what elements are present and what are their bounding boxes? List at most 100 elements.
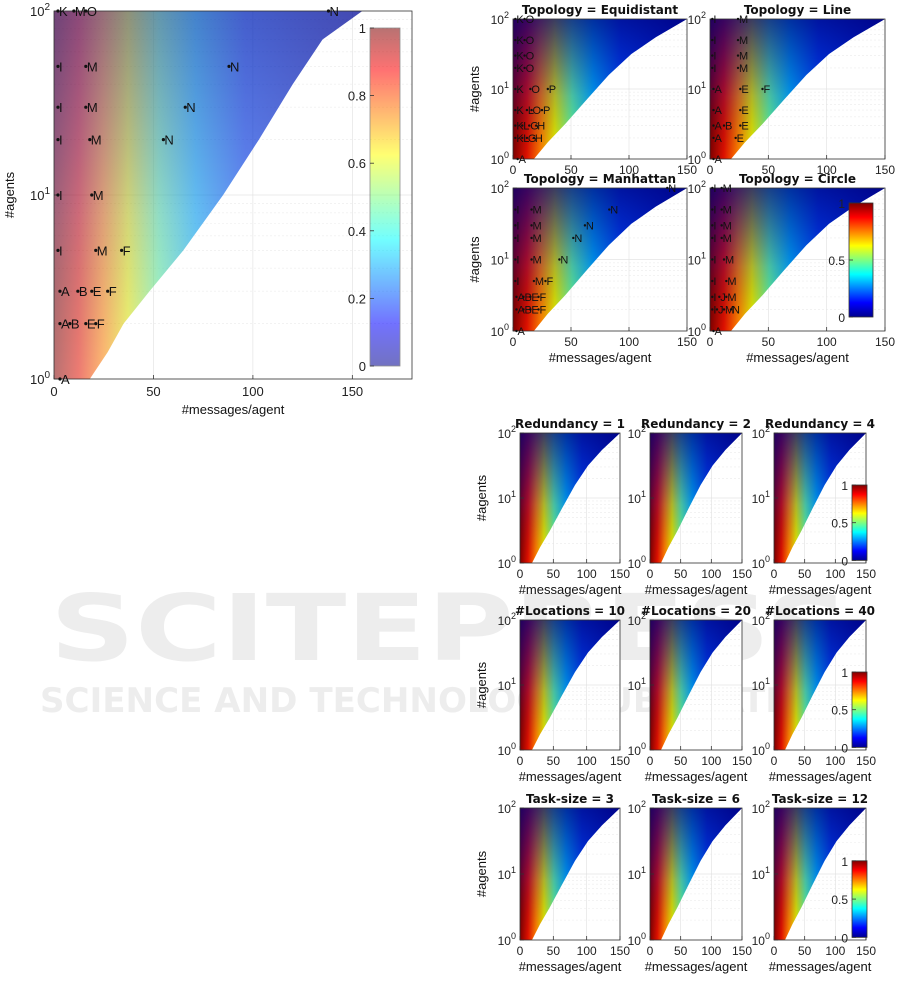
x-tick-label: 150 xyxy=(732,944,752,958)
point-label: I xyxy=(713,220,716,232)
point-label: I xyxy=(59,243,63,258)
point-label: I xyxy=(59,59,63,74)
x-tick-label: 50 xyxy=(547,567,561,581)
colorbar-tick-label: 0 xyxy=(841,931,848,945)
x-tick-label: 0 xyxy=(517,567,524,581)
data-point xyxy=(72,9,76,13)
point-label: I xyxy=(713,233,716,245)
point-label: N xyxy=(610,205,618,217)
colorbar: 00.51 xyxy=(828,197,874,325)
x-tick-label: 100 xyxy=(577,944,597,958)
data-point xyxy=(84,105,88,109)
colorbar-tick-label: 0 xyxy=(841,741,848,755)
x-tick-label: 100 xyxy=(619,335,639,349)
point-label: M xyxy=(739,14,748,26)
y-tick-label: 102 xyxy=(491,10,509,27)
data-point xyxy=(56,105,60,109)
x-tick-label: 50 xyxy=(146,384,160,399)
x-tick-label: 50 xyxy=(564,335,578,349)
x-tick-label: 100 xyxy=(825,567,845,581)
chart-panel: 0 50 100 150 100 101 102 Topology = Manhattan #m… xyxy=(467,172,697,365)
point-label: K xyxy=(516,35,524,47)
y-tick-label: 102 xyxy=(491,179,509,196)
point-label: E xyxy=(87,317,96,332)
point-label: A xyxy=(61,317,70,332)
data-point xyxy=(736,17,740,21)
data-point xyxy=(326,9,331,13)
point-label: M xyxy=(727,276,736,288)
data-point xyxy=(711,224,714,227)
y-tick-label: 100 xyxy=(752,931,770,948)
chart-title: Redundancy = 2 xyxy=(641,417,751,431)
point-label: A xyxy=(715,84,723,96)
marker-labels: K M O NI M NI M NI M NI MI M FA B E FA B E FA xyxy=(56,4,339,387)
y-tick-label: 101 xyxy=(498,865,516,882)
point-label: N xyxy=(164,133,173,148)
data-point xyxy=(514,66,517,70)
x-tick-label: 150 xyxy=(610,567,630,581)
data-point xyxy=(525,108,529,112)
point-label: F xyxy=(540,304,547,316)
data-point xyxy=(84,322,88,326)
x-tick-label: 100 xyxy=(701,567,721,581)
data-point xyxy=(715,308,719,311)
point-label: K xyxy=(516,105,524,117)
point-label: M xyxy=(533,255,542,267)
colorbar-tick-label: 1 xyxy=(841,479,848,493)
x-tick-label: 0 xyxy=(50,384,57,399)
data-point xyxy=(736,54,740,57)
point-label: I xyxy=(59,188,63,203)
data-point xyxy=(529,87,532,91)
data-point xyxy=(514,279,517,283)
data-point xyxy=(722,258,726,261)
data-point xyxy=(530,258,533,261)
point-label: A xyxy=(715,326,723,338)
point-label: A xyxy=(715,133,723,145)
data-point xyxy=(736,38,740,42)
data-point xyxy=(537,308,540,311)
x-tick-label: 0 xyxy=(510,335,517,349)
y-tick-label: 101 xyxy=(491,80,509,97)
point-label: E xyxy=(741,121,748,133)
data-point xyxy=(56,138,60,142)
point-label: M xyxy=(739,51,748,63)
point-label: I xyxy=(516,205,519,217)
heat-shading xyxy=(54,11,363,379)
y-tick-label: 100 xyxy=(688,322,706,339)
data-point xyxy=(530,108,533,112)
data-point xyxy=(56,9,60,13)
x-axis-label: #messages/agent xyxy=(645,582,748,597)
data-point xyxy=(58,289,62,293)
point-label: N xyxy=(329,4,338,19)
point-label: H xyxy=(535,133,543,145)
point-label: M xyxy=(725,304,734,316)
x-tick-label: 50 xyxy=(547,754,561,768)
y-axis-label: #agents xyxy=(467,65,482,112)
y-tick-label: 101 xyxy=(752,865,770,882)
x-axis-label: #messages/agent xyxy=(182,402,285,417)
data-point xyxy=(711,236,714,240)
x-tick-label: 150 xyxy=(341,384,363,399)
heat-shading xyxy=(710,188,885,331)
data-point xyxy=(718,295,721,299)
data-point xyxy=(106,289,110,293)
chart-panel: 0 50 100 150 100 101 102#Locations = 40 #messag… xyxy=(752,604,877,784)
marker-labels: KOKOKOKOKOPKLOPKLGHKLGHA xyxy=(514,14,556,166)
x-axis-label: #messages/agent xyxy=(746,350,849,365)
colorbar-tick-label: 0.6 xyxy=(348,156,366,171)
marker-labels: I MI MI MI MI MI MI J MI J MNA xyxy=(711,183,740,338)
point-label: F xyxy=(540,292,547,304)
point-label: O xyxy=(526,14,535,26)
chart-title: #Locations = 20 xyxy=(641,604,751,618)
x-tick-label: 150 xyxy=(856,944,876,958)
data-point xyxy=(94,248,98,252)
colorbar: 00.51 xyxy=(831,479,868,568)
data-point xyxy=(522,308,525,311)
data-point xyxy=(514,17,517,21)
y-tick-label: 102 xyxy=(752,611,770,628)
chart-panel: 0 50 100 150 100 101 102 Topology = Equidistant… xyxy=(467,3,697,177)
point-label: I xyxy=(59,133,63,148)
data-point xyxy=(521,136,524,140)
data-point xyxy=(608,208,611,211)
